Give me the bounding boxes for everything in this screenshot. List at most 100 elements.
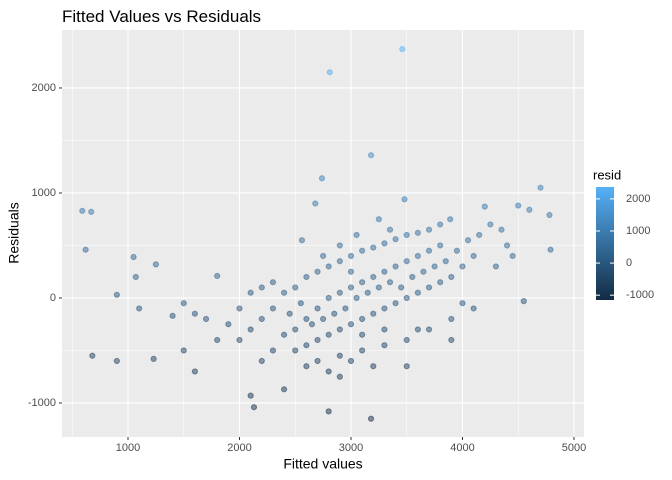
legend-label: 0: [626, 257, 632, 269]
point: [280, 386, 288, 393]
point: [381, 326, 388, 333]
point: [481, 203, 488, 210]
point: [88, 208, 95, 215]
point: [487, 221, 494, 228]
point: [336, 352, 343, 359]
point: [258, 284, 265, 291]
point: [520, 298, 527, 305]
point: [318, 175, 326, 182]
point: [392, 263, 399, 270]
point: [437, 221, 444, 228]
point: [325, 408, 332, 415]
point: [386, 279, 394, 286]
point: [509, 252, 516, 260]
point: [414, 252, 421, 260]
point: [375, 216, 382, 223]
point: [347, 321, 355, 328]
point: [269, 347, 277, 354]
point: [236, 336, 243, 344]
point: [320, 315, 327, 323]
point: [414, 326, 421, 333]
point: [470, 252, 477, 260]
point: [437, 242, 444, 249]
point: [314, 336, 321, 344]
point: [381, 305, 388, 312]
panel: [62, 30, 584, 437]
point: [336, 373, 343, 380]
point: [82, 246, 89, 253]
point: [526, 206, 533, 213]
point: [336, 258, 343, 265]
point: [370, 310, 377, 317]
point: [359, 279, 366, 286]
point: [515, 202, 522, 209]
point: [403, 294, 410, 302]
point: [79, 207, 86, 214]
point: [547, 246, 554, 253]
x-tick-label: 1000: [116, 442, 140, 454]
point: [403, 258, 410, 265]
point: [280, 289, 288, 296]
point: [236, 305, 243, 312]
point: [336, 289, 343, 296]
point: [89, 352, 96, 359]
point: [347, 268, 355, 275]
point: [269, 279, 277, 286]
point: [314, 305, 321, 312]
legend-label: 2000: [626, 193, 650, 205]
point: [359, 331, 366, 338]
legend-label: -1000: [626, 289, 654, 301]
point: [381, 342, 388, 349]
point: [342, 305, 349, 312]
point: [386, 226, 394, 233]
point: [367, 415, 375, 422]
point: [359, 347, 366, 354]
point: [169, 312, 176, 319]
point: [398, 284, 405, 291]
point: [325, 263, 332, 270]
point: [130, 253, 137, 261]
point: [280, 331, 288, 338]
point: [258, 357, 265, 365]
point: [331, 310, 338, 317]
x-tick-label: 2000: [227, 442, 251, 454]
point: [420, 268, 427, 275]
point: [448, 336, 455, 344]
point: [399, 46, 406, 53]
point: [336, 326, 343, 333]
point: [292, 284, 299, 291]
point: [292, 347, 299, 354]
point: [447, 216, 454, 223]
point: [403, 363, 410, 370]
point: [448, 315, 455, 323]
point: [225, 321, 232, 328]
point: [258, 315, 265, 323]
point: [459, 300, 466, 307]
point: [286, 310, 293, 317]
point: [314, 357, 321, 365]
point: [492, 263, 500, 270]
point: [132, 273, 139, 281]
point: [453, 247, 461, 254]
point: [180, 347, 187, 354]
point: [247, 392, 254, 399]
point: [326, 69, 333, 76]
point: [359, 247, 366, 254]
point: [303, 315, 310, 323]
point: [359, 315, 366, 323]
point: [247, 326, 254, 333]
point: [414, 289, 421, 296]
point: [150, 355, 157, 362]
x-tick-label: 3000: [339, 442, 363, 454]
y-tick-label: 2000: [32, 82, 56, 94]
point: [347, 252, 355, 260]
point: [152, 261, 159, 268]
y-axis-title: Residuals: [6, 202, 22, 263]
point: [409, 273, 416, 281]
point: [312, 200, 319, 207]
point: [392, 236, 399, 243]
point: [297, 300, 304, 307]
point: [113, 291, 120, 298]
point: [191, 310, 198, 317]
